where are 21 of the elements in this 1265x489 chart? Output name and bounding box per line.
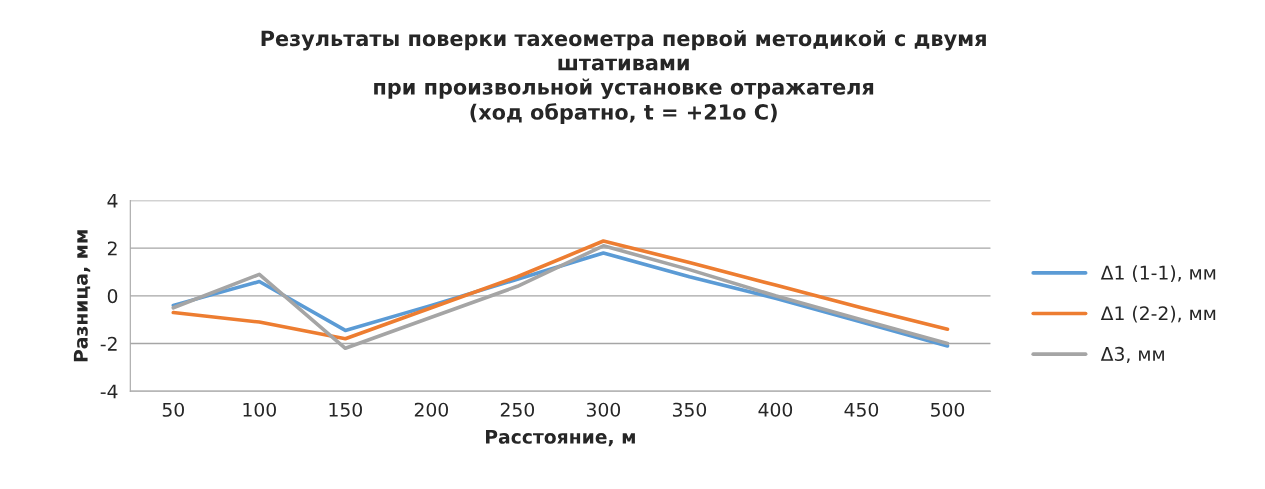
chart-title: Результаты поверки тахеометра первой методикой с двумя штативами при произвольной установке отражателя (ход обратно, t = +21o C) xyxy=(261,30,986,124)
x-tick-label: 300 xyxy=(586,402,621,417)
x-tick-label: 100 xyxy=(243,402,276,417)
y-tick-label: -2 xyxy=(100,336,117,351)
y-axis-title: Разница, мм xyxy=(73,230,91,362)
y-tick-label: 2 xyxy=(107,241,117,256)
y-tick-label: 4 xyxy=(107,193,118,208)
y-tick-label: 0 xyxy=(107,289,118,304)
legend-label: Δ1 (2-2), мм xyxy=(1100,305,1216,323)
legend-label: Δ1 (1-1), мм xyxy=(1100,265,1216,282)
x-tick-label: 450 xyxy=(844,402,879,417)
x-tick-label: 50 xyxy=(162,402,184,417)
x-axis-title: Расстояние, м xyxy=(486,429,635,447)
x-tick-label: 350 xyxy=(672,402,707,417)
x-tick-label: 400 xyxy=(758,402,793,417)
x-tick-label: 150 xyxy=(329,402,362,417)
x-tick-label: 200 xyxy=(414,402,449,417)
legend-label: Δ3, мм xyxy=(1100,346,1164,363)
y-tick-label: -4 xyxy=(100,384,118,399)
x-tick-label: 250 xyxy=(500,402,535,417)
x-tick-label: 500 xyxy=(931,402,965,417)
